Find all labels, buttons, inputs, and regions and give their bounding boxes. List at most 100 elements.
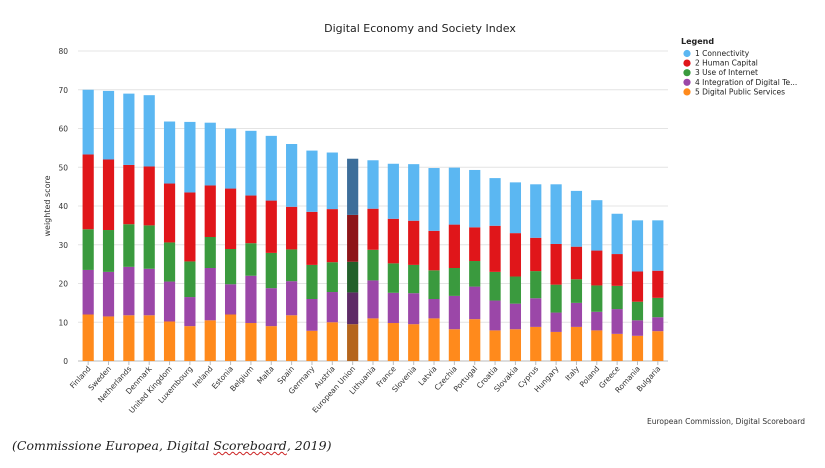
bar-segment — [224, 188, 237, 250]
legend-entry: 1 Connectivity — [695, 49, 750, 58]
bar-segment — [408, 220, 420, 265]
y-tick-label: 0 — [63, 357, 68, 366]
bar-segment — [469, 319, 481, 361]
bar-segment — [245, 195, 257, 244]
bar-segment — [591, 330, 603, 361]
bar-segment — [631, 220, 644, 272]
bar-segment — [550, 284, 562, 313]
bar-segment — [82, 314, 94, 361]
bar-segment — [123, 315, 135, 361]
bar-segment — [591, 250, 603, 286]
bar-segment — [143, 315, 155, 361]
bar-segment — [82, 229, 94, 270]
bar-segment — [102, 90, 115, 160]
bar-segment — [306, 330, 318, 361]
bar-segment — [204, 268, 216, 321]
bar-segment — [163, 281, 176, 322]
bar-segment — [143, 225, 155, 269]
bar-segment — [489, 271, 501, 301]
bar-segment — [469, 286, 481, 320]
legend-marker — [683, 78, 691, 86]
bar-segment — [469, 169, 481, 228]
bar-segment — [611, 213, 623, 255]
bar-segment — [224, 128, 237, 189]
y-tick-label: 20 — [58, 280, 68, 289]
bar-segment — [387, 218, 399, 264]
bar-segment — [184, 326, 196, 361]
bar-segment — [224, 249, 237, 285]
bar-segment — [448, 224, 460, 268]
bar-segment — [286, 249, 298, 282]
bar-segment — [509, 329, 522, 361]
bar-segment — [652, 317, 664, 332]
bar-segment — [204, 122, 216, 186]
bar-segment — [143, 166, 155, 226]
bar-segment — [408, 264, 420, 294]
bar-segment — [367, 208, 379, 250]
x-tick-label: Malta — [255, 364, 276, 385]
bar-segment — [611, 285, 623, 310]
bar-segment — [286, 281, 298, 316]
bar-segment — [611, 333, 623, 361]
bars — [82, 89, 664, 361]
y-tick-label: 80 — [58, 47, 68, 56]
legend-marker — [683, 59, 691, 67]
bar-segment — [448, 295, 460, 330]
legend-marker — [683, 69, 691, 77]
bar-segment — [469, 261, 481, 287]
bar-segment — [448, 268, 460, 296]
bar-segment — [347, 214, 359, 262]
bar-segment — [448, 167, 460, 225]
legend-entry: 2 Human Capital — [695, 59, 758, 68]
legend-marker — [683, 49, 691, 58]
chart-frame: Digital Economy and Society Index weight… — [43, 22, 805, 426]
bar-segment — [652, 297, 664, 318]
chart-title: Digital Economy and Society Index — [324, 22, 516, 35]
bar-segment — [489, 330, 501, 361]
bar-segment — [428, 299, 440, 319]
bar-segment — [530, 326, 542, 361]
bar-segment — [631, 271, 644, 302]
bar-segment — [326, 209, 338, 263]
legend-title: Legend — [681, 37, 714, 46]
y-tick-label: 10 — [58, 318, 68, 327]
x-tick-label: Italy — [563, 364, 581, 383]
bar-segment — [245, 323, 257, 361]
bar-segment — [550, 312, 562, 332]
bar-segment — [550, 331, 562, 361]
bar-segment — [509, 233, 522, 277]
bar-segment — [631, 301, 644, 321]
y-axis-label: weighted score — [43, 175, 52, 236]
bar-segment — [163, 121, 176, 184]
bar-segment — [428, 270, 440, 299]
caption-underlined-word: Scoreboard — [213, 438, 287, 453]
y-tick-label: 60 — [58, 125, 68, 134]
bar-segment — [163, 183, 176, 243]
bar-segment — [143, 268, 155, 316]
bar-segment — [245, 130, 257, 196]
bar-segment — [326, 152, 338, 210]
bar-segment — [326, 262, 338, 293]
bar-segment — [387, 263, 399, 293]
bar-segment — [509, 276, 522, 304]
bar-segment — [387, 323, 399, 361]
bar-segment — [509, 182, 522, 234]
bar-segment — [367, 318, 379, 361]
bar-segment — [530, 298, 542, 327]
bar-segment — [82, 89, 94, 155]
bar-segment — [143, 95, 155, 167]
bar-segment — [408, 293, 420, 325]
bar-segment — [591, 285, 603, 312]
bar-segment — [347, 158, 359, 215]
bar-segment — [367, 249, 379, 281]
bar-segment — [652, 270, 664, 298]
bar-segment — [570, 190, 583, 247]
y-tick-label: 70 — [58, 86, 68, 95]
bar-segment — [489, 300, 501, 331]
bar-segment — [469, 227, 481, 262]
bar-segment — [591, 311, 603, 331]
bar-segment — [102, 159, 115, 231]
bar-segment — [123, 93, 135, 165]
